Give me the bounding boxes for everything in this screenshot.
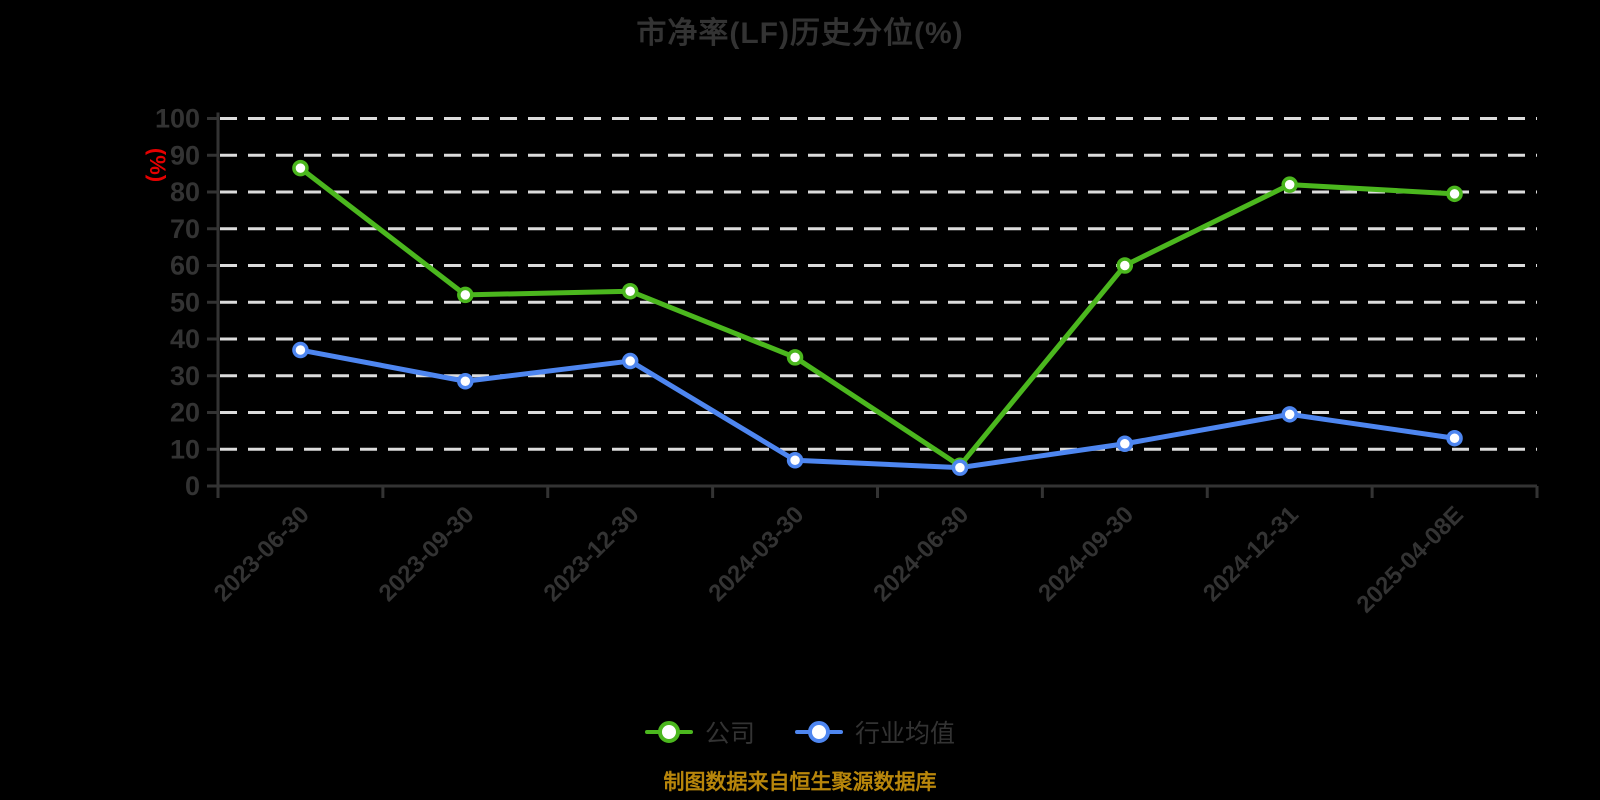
legend-label-company: 公司 xyxy=(704,720,755,748)
data-point-0-2025-04-08E[interactable] xyxy=(1446,185,1463,203)
x-tick-label-2023-12-30: 2023-12-30 xyxy=(539,501,645,607)
data-point-1-2023-09-30[interactable] xyxy=(457,373,474,390)
y-tick-label: 50 xyxy=(170,287,200,317)
legend-marker-company xyxy=(644,720,693,744)
legend-item-industry-average[interactable]: 行业均值 xyxy=(795,714,955,750)
legend-marker-industry-average xyxy=(795,720,843,744)
data-point-0-2024-12-31[interactable] xyxy=(1281,176,1298,193)
y-tick-label: 70 xyxy=(170,214,200,244)
chart-title: 市净率(LF)历史分位(%) xyxy=(636,17,964,50)
data-source-note: 制图数据来自恒生聚源数据库 xyxy=(663,771,937,794)
legend-circle-icon xyxy=(808,721,830,743)
data-point-1-2024-06-30[interactable] xyxy=(951,459,969,476)
y-tick-label: 40 xyxy=(170,324,200,354)
data-point-0-2023-06-30[interactable] xyxy=(292,159,309,177)
y-tick-label: 60 xyxy=(170,251,200,281)
series-line-0 xyxy=(297,165,1458,469)
x-tick-label-2025-04-08E: 2025-04-08E xyxy=(1352,501,1469,618)
data-point-1-2023-06-30[interactable] xyxy=(292,341,309,359)
y-tick-label: 30 xyxy=(170,361,200,391)
series-line-1 xyxy=(297,347,1458,471)
y-tick-label: 0 xyxy=(185,471,200,501)
x-tick-label-2024-03-30: 2024-03-30 xyxy=(703,501,809,607)
y-tick-label: 90 xyxy=(170,140,200,170)
data-point-1-2023-12-30[interactable] xyxy=(621,352,639,370)
legend-item-company[interactable]: 公司 xyxy=(644,714,755,750)
data-point-0-2023-12-30[interactable] xyxy=(621,282,639,300)
data-point-1-2025-04-08E[interactable] xyxy=(1446,429,1463,447)
chart-legend: 公司 行业均值 xyxy=(0,714,1600,750)
x-tick-label-2024-09-30: 2024-09-30 xyxy=(1033,501,1139,607)
y-tick-label: 100 xyxy=(155,104,200,134)
y-tick-label: 80 xyxy=(170,177,200,207)
y-tick-label: 10 xyxy=(170,434,200,464)
x-tick-label-2024-06-30: 2024-06-30 xyxy=(868,501,974,607)
legend-circle-icon xyxy=(657,721,680,743)
data-point-0-2024-03-30[interactable] xyxy=(786,349,804,366)
data-point-1-2024-12-31[interactable] xyxy=(1281,406,1298,423)
data-point-0-2024-09-30[interactable] xyxy=(1116,257,1134,274)
x-tick-label-2023-06-30: 2023-06-30 xyxy=(209,501,315,607)
data-point-1-2024-09-30[interactable] xyxy=(1116,435,1134,452)
y-tick-label: 20 xyxy=(170,398,200,428)
x-tick-label-2024-12-31: 2024-12-31 xyxy=(1198,501,1304,607)
data-point-0-2023-09-30[interactable] xyxy=(457,286,474,304)
data-point-1-2024-03-30[interactable] xyxy=(786,452,804,469)
x-tick-label-2023-09-30: 2023-09-30 xyxy=(374,501,480,607)
legend-label-industry-average: 行业均值 xyxy=(855,720,956,748)
